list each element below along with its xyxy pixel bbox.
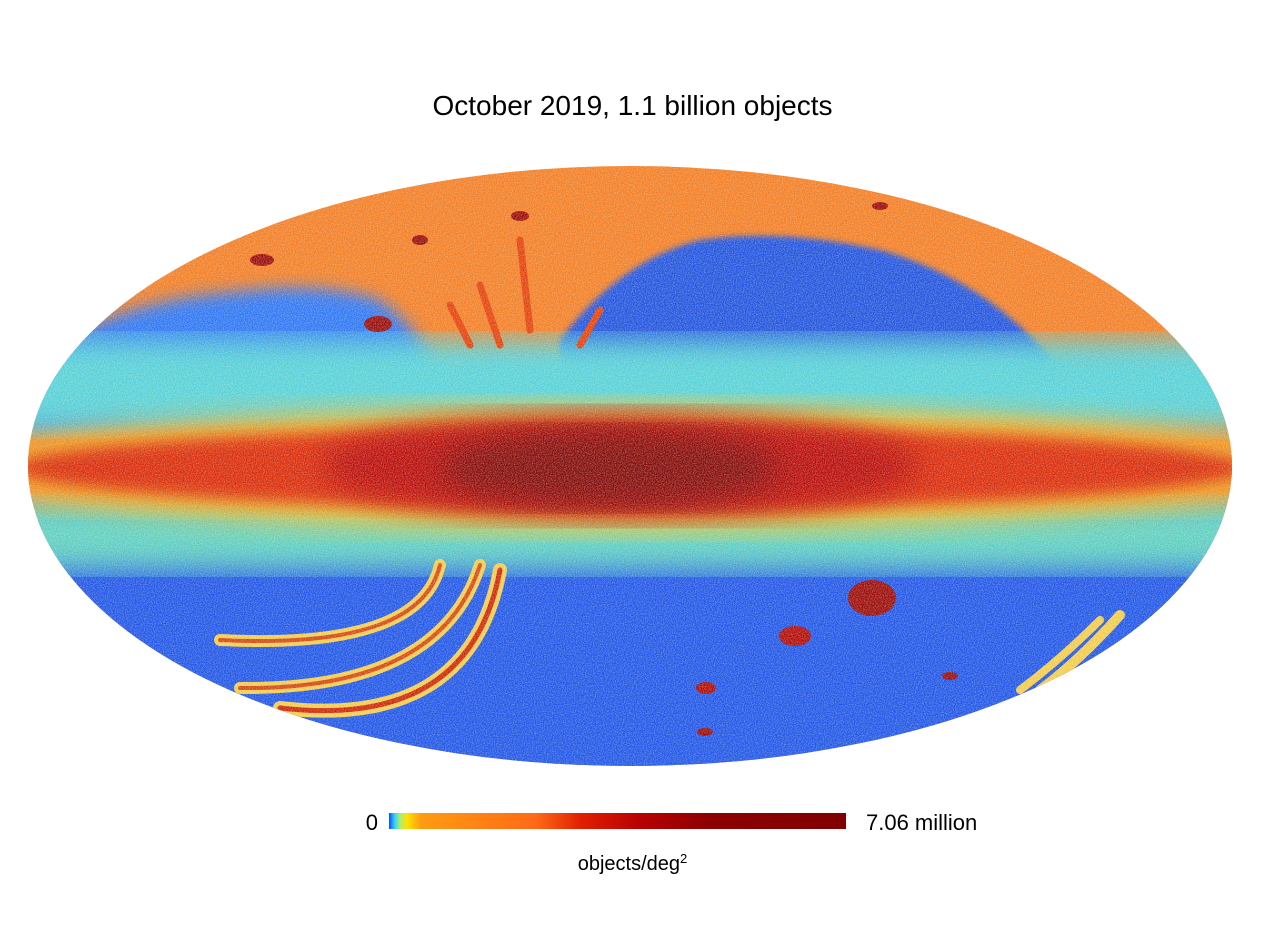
density-map [28,166,1232,766]
noise-dark [28,166,1232,766]
map-title: October 2019, 1.1 billion objects [432,90,833,121]
colorbar [389,813,846,829]
colorbar-unit-text: objects/deg [577,853,681,876]
colorbar-max-label: 7.06 million [866,810,978,835]
colorbar-unit-label: objects/deg2 [0,846,1265,877]
colorbar-min-label: 0 [365,810,378,835]
colorbar-unit-exponent: 2 [680,851,688,866]
